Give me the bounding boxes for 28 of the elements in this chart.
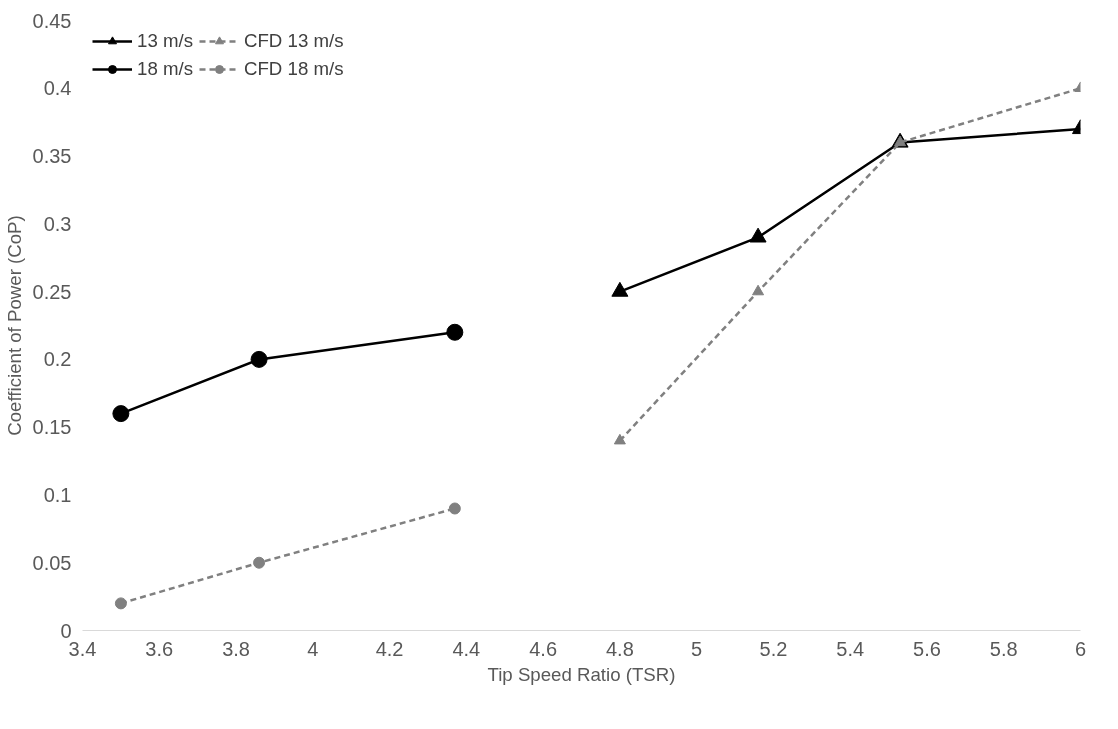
y-tick-label: 0.4	[43, 77, 72, 100]
x-tick-label: 4.8	[605, 637, 634, 660]
y-axis-title: Coefficient of Power (CoP)	[3, 215, 25, 436]
y-tick-label: 0.2	[43, 348, 72, 371]
y-tick-label: 0.1	[43, 483, 72, 506]
y-tick-label: 0.35	[32, 145, 72, 168]
y-tick-label: 0.05	[32, 551, 72, 574]
y-tick-label: 0.45	[32, 9, 72, 32]
x-tick-label: 4.2	[375, 637, 404, 660]
y-tick-label: 0.3	[43, 212, 72, 235]
x-tick-label: 4.6	[529, 637, 558, 660]
x-tick-label: 6	[1074, 637, 1087, 660]
x-tick-label: 3.6	[145, 637, 174, 660]
x-tick-label: 5.8	[989, 637, 1018, 660]
x-tick-label: 5	[691, 637, 703, 660]
legend-label: 18 m/s	[137, 58, 193, 80]
x-tick-label: 5.6	[913, 637, 941, 660]
x-tick-label: 4	[307, 637, 319, 660]
x-tick-label: 3.8	[222, 637, 250, 660]
x-tick-label: 5.2	[759, 637, 788, 660]
y-tick-label: 0.15	[32, 416, 72, 439]
x-axis-title: Tip Speed Ratio (TSR)	[487, 663, 676, 685]
y-tick-label: 0.25	[32, 280, 72, 303]
legend-label: CFD 13 m/s	[244, 30, 344, 52]
legend-label: 13 m/s	[137, 30, 193, 52]
legend-label: CFD 18 m/s	[244, 58, 344, 80]
x-tick-label: 5.4	[836, 637, 865, 660]
x-tick-label: 4.4	[452, 637, 481, 660]
